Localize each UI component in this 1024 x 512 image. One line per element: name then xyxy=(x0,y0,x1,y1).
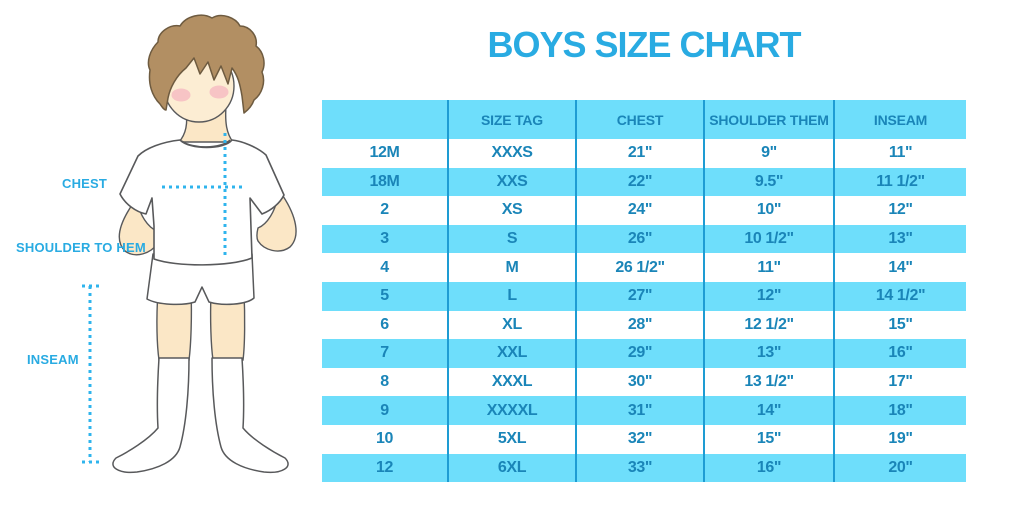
table-row: 6 XL 28" 12 1/2" 15" xyxy=(322,310,966,340)
table-row: 4 M 26 1/2" 11" 14" xyxy=(322,253,966,282)
table-cell: 17" xyxy=(888,373,913,391)
table-cell: 5 xyxy=(322,281,449,311)
size-table: SIZE TAG CHEST SHOULDER THEM INSEAM 12M XXXS… xyxy=(322,100,966,483)
table-cell: 11" xyxy=(704,253,835,282)
table-cell: 10" xyxy=(704,196,835,225)
table-cell: M xyxy=(448,253,577,282)
table-row: 8 XXXL 30" 13 1/2" 17" xyxy=(322,367,966,397)
table-row: 5 L 27" 12" 14 1/2" xyxy=(322,281,966,311)
table-cell: XXXS xyxy=(448,139,577,168)
table-cell: 19" xyxy=(888,430,913,448)
table-cell: 16" xyxy=(834,339,966,368)
inseam-measure-line xyxy=(82,284,101,464)
table-cell: S xyxy=(448,224,577,254)
t-shirt xyxy=(119,139,285,266)
table-cell: 12 1/2" xyxy=(704,310,835,340)
table-cell: 29" xyxy=(576,339,705,368)
table-cell: 14" xyxy=(704,396,835,425)
table-cell: 33" xyxy=(576,453,705,483)
table-cell: XL xyxy=(448,310,577,340)
table-row: 12 6XL 33" 16" 20" xyxy=(322,453,966,483)
table-cell: 2 xyxy=(322,196,449,225)
chest-label: CHEST xyxy=(62,176,108,191)
table-cell: 10 xyxy=(322,424,449,454)
table-cell: 20" xyxy=(834,453,966,483)
table-cell: 32" xyxy=(576,424,705,454)
boy-measurement-figure: CHEST SHOULDER TO HEM INSEAM xyxy=(0,0,322,512)
table-cell: 27" xyxy=(576,281,705,311)
table-cell: 13" xyxy=(704,339,835,368)
collar-line xyxy=(181,139,231,148)
table-row: 12M XXXS 21" 9" 11" xyxy=(322,139,966,168)
table-cell: 14 1/2" xyxy=(834,281,966,311)
hair xyxy=(147,14,265,114)
table-cell: 11 1/2" xyxy=(834,167,966,197)
table-cell: 12" xyxy=(888,201,913,219)
table-cell: 5XL xyxy=(448,424,577,454)
table-cell: 12M xyxy=(322,139,449,168)
table-cell: 12 xyxy=(322,453,449,483)
table-cell: 6XL xyxy=(448,453,577,483)
table-row: 10 5XL 32" 15" 19" xyxy=(322,424,966,454)
table-cell: XXL xyxy=(448,339,577,368)
table-cell: 6 xyxy=(322,310,449,340)
table-row: 2 XS 24" 10" 12" xyxy=(322,196,966,225)
table-cell: 28" xyxy=(576,310,705,340)
shoulder-to-hem-label: SHOULDER TO HEM xyxy=(16,240,146,255)
socks xyxy=(112,357,289,474)
table-cell: 14" xyxy=(888,258,913,276)
column-header: INSEAM xyxy=(834,100,966,139)
table-cell: 24" xyxy=(576,196,705,225)
table-cell: 30" xyxy=(576,367,705,397)
table-cell: XXS xyxy=(448,167,577,197)
table-cell: 22" xyxy=(576,167,705,197)
table-cell: 26" xyxy=(576,224,705,254)
column-header: CHEST xyxy=(576,100,705,139)
table-cell: XXXL xyxy=(448,367,577,397)
table-cell: 15" xyxy=(888,315,913,333)
table-cell: 3 xyxy=(322,224,449,254)
table-cell: 9" xyxy=(704,139,835,168)
table-cell: 18M xyxy=(322,167,449,197)
table-cell: 13 1/2" xyxy=(704,367,835,397)
table-cell: XXXXL xyxy=(448,396,577,425)
column-header: SIZE TAG xyxy=(448,100,577,139)
table-row: 3 S 26" 10 1/2" 13" xyxy=(322,224,966,254)
inseam-label: INSEAM xyxy=(27,352,79,367)
table-cell: 10 1/2" xyxy=(704,224,835,254)
legs xyxy=(156,291,246,361)
boy-illustration xyxy=(82,14,297,474)
table-cell: 31" xyxy=(576,396,705,425)
table-cell: 7 xyxy=(322,339,449,368)
table-cell: 13" xyxy=(834,224,966,254)
table-row: 9 XXXXL 31" 14" 18" xyxy=(322,396,966,425)
table-cell: 8 xyxy=(322,367,449,397)
table-cell: 9 xyxy=(322,396,449,425)
table-cell: 9.5" xyxy=(704,167,835,197)
table-row: 18M XXS 22" 9.5" 11 1/2" xyxy=(322,167,966,197)
column-header: SHOULDER THEM xyxy=(704,100,835,139)
table-cell: XS xyxy=(448,196,577,225)
column-header xyxy=(322,100,449,139)
table-cell: 21" xyxy=(576,139,705,168)
table-cell: 26 1/2" xyxy=(576,253,705,282)
table-cell: 15" xyxy=(704,424,835,454)
table-cell: 4 xyxy=(322,253,449,282)
size-table-container: SIZE TAG CHEST SHOULDER THEM INSEAM 12M XXXS… xyxy=(322,100,966,483)
cheeks xyxy=(171,85,229,102)
table-cell: 16" xyxy=(704,453,835,483)
table-cell: 12" xyxy=(704,281,835,311)
table-cell: 18" xyxy=(834,396,966,425)
size-table-body: 12M XXXS 21" 9" 11" 18M XXS 22" 9.5" 11 1/2" 2 XS 24… xyxy=(322,139,966,483)
table-header-row: SIZE TAG CHEST SHOULDER THEM INSEAM xyxy=(322,100,966,139)
page-title: BOYS SIZE CHART xyxy=(487,24,801,65)
table-row: 7 XXL 29" 13" 16" xyxy=(322,339,966,368)
table-cell: 11" xyxy=(888,144,913,162)
table-cell: L xyxy=(448,281,577,311)
